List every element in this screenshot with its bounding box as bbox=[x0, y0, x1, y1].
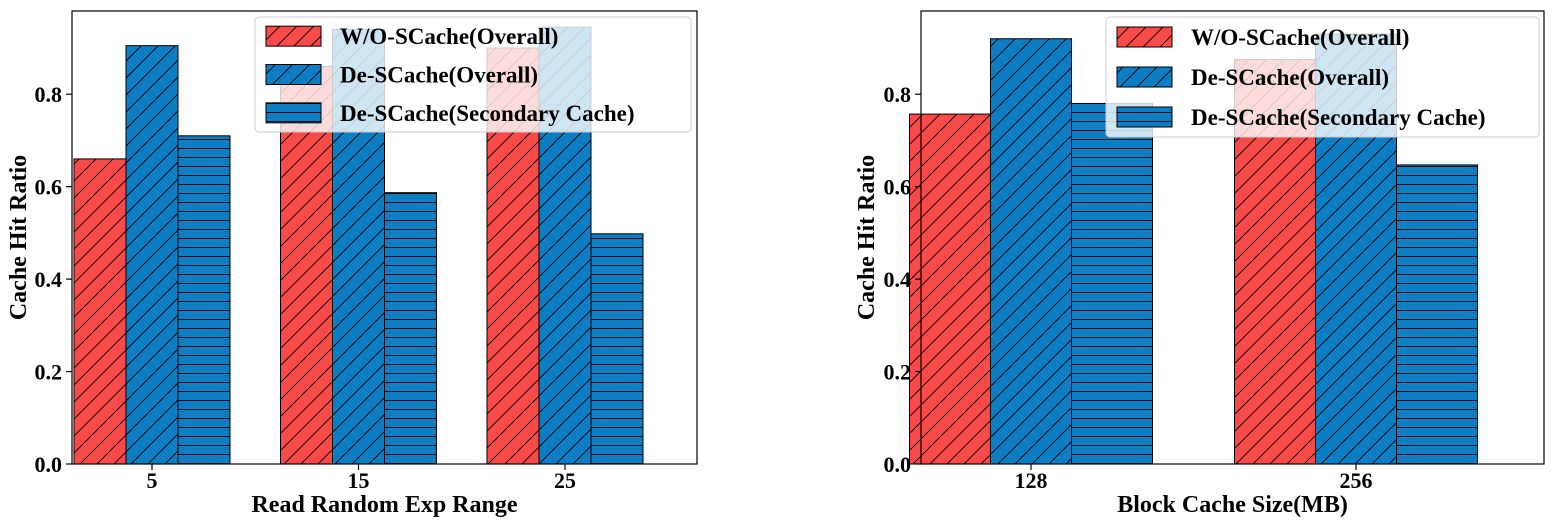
y-tick-label: 0.2 bbox=[884, 360, 912, 385]
y-tick-label: 0.8 bbox=[884, 82, 912, 107]
legend-swatch-hatch bbox=[1116, 106, 1173, 128]
x-tick-label-128: 128 bbox=[1015, 468, 1048, 493]
y-tick-label: 0.4 bbox=[35, 267, 63, 292]
y-axis-title: Cache Hit Ratio bbox=[6, 155, 32, 320]
y-tick-label: 0.4 bbox=[884, 267, 912, 292]
y-tick-label: 0.8 bbox=[35, 82, 63, 107]
x-tick-label-256: 256 bbox=[1340, 468, 1373, 493]
legend-swatch-hatch bbox=[265, 25, 322, 47]
legend-swatch-hatch bbox=[1116, 26, 1173, 48]
bar-de-scache-overall-128-hatch bbox=[990, 38, 1072, 465]
y-tick-label: 0.6 bbox=[35, 175, 63, 200]
bar-de-scache-secondary-cache-25-hatch bbox=[590, 233, 644, 465]
legend-box bbox=[254, 16, 692, 133]
legend-label-de-scache-secondary-cache: De-SCache(Secondary Cache) bbox=[1191, 105, 1485, 130]
legend-swatch-hatch bbox=[265, 102, 322, 124]
legend-box bbox=[1105, 16, 1540, 138]
y-tick-label: 0.0 bbox=[884, 452, 912, 477]
bar-de-scache-overall-5-hatch bbox=[125, 45, 179, 465]
x-axis-title: Block Cache Size(MB) bbox=[1117, 492, 1348, 518]
bar-de-scache-secondary-cache-15-hatch bbox=[384, 192, 437, 465]
bar-de-scache-secondary-cache-5-hatch bbox=[177, 135, 231, 465]
y-tick-label: 0.6 bbox=[884, 175, 912, 200]
y-tick-label: 0.0 bbox=[35, 452, 63, 477]
x-tick-label-25: 25 bbox=[554, 468, 576, 493]
bar-w-o-scache-overall-5-hatch bbox=[73, 158, 127, 465]
legend-label-w-o-scache-overall: W/O-SCache(Overall) bbox=[340, 24, 558, 49]
legend-swatch-hatch bbox=[1116, 66, 1173, 88]
x-tick-label-15: 15 bbox=[348, 468, 370, 493]
legend-swatch-hatch bbox=[265, 64, 322, 85]
legend: W/O-SCache(Overall) De-SCache(Overall) De-… bbox=[1105, 16, 1540, 138]
x-tick-label-5: 5 bbox=[147, 468, 158, 493]
legend-label-w-o-scache-overall: W/O-SCache(Overall) bbox=[1191, 25, 1409, 50]
bar-w-o-scache-overall-128-hatch bbox=[909, 113, 991, 465]
bar-w-o-scache-overall-15-hatch bbox=[280, 65, 333, 465]
bar-de-scache-secondary-cache-256-hatch bbox=[1396, 164, 1478, 465]
legend-label-de-scache-overall: De-SCache(Overall) bbox=[1191, 65, 1389, 90]
axes-frame bbox=[920, 10, 1545, 465]
axes-frame bbox=[71, 10, 698, 465]
y-axis-title: Cache Hit Ratio bbox=[854, 155, 880, 320]
legend-label-de-scache-overall: De-SCache(Overall) bbox=[340, 63, 538, 88]
bar-de-scache-secondary-cache-128-hatch bbox=[1071, 102, 1153, 465]
legend: W/O-SCache(Overall) De-SCache(Overall) De-… bbox=[254, 16, 692, 133]
y-tick-label: 0.2 bbox=[35, 360, 63, 385]
x-axis-title: Read Random Exp Range bbox=[251, 492, 517, 518]
chart-read-random-exp-range: 0.0 0.2 0.4 0.6 0.8 5 15 25 Read Random Exp Rang… bbox=[6, 10, 698, 518]
legend-label-de-scache-secondary-cache: De-SCache(Secondary Cache) bbox=[340, 101, 634, 126]
